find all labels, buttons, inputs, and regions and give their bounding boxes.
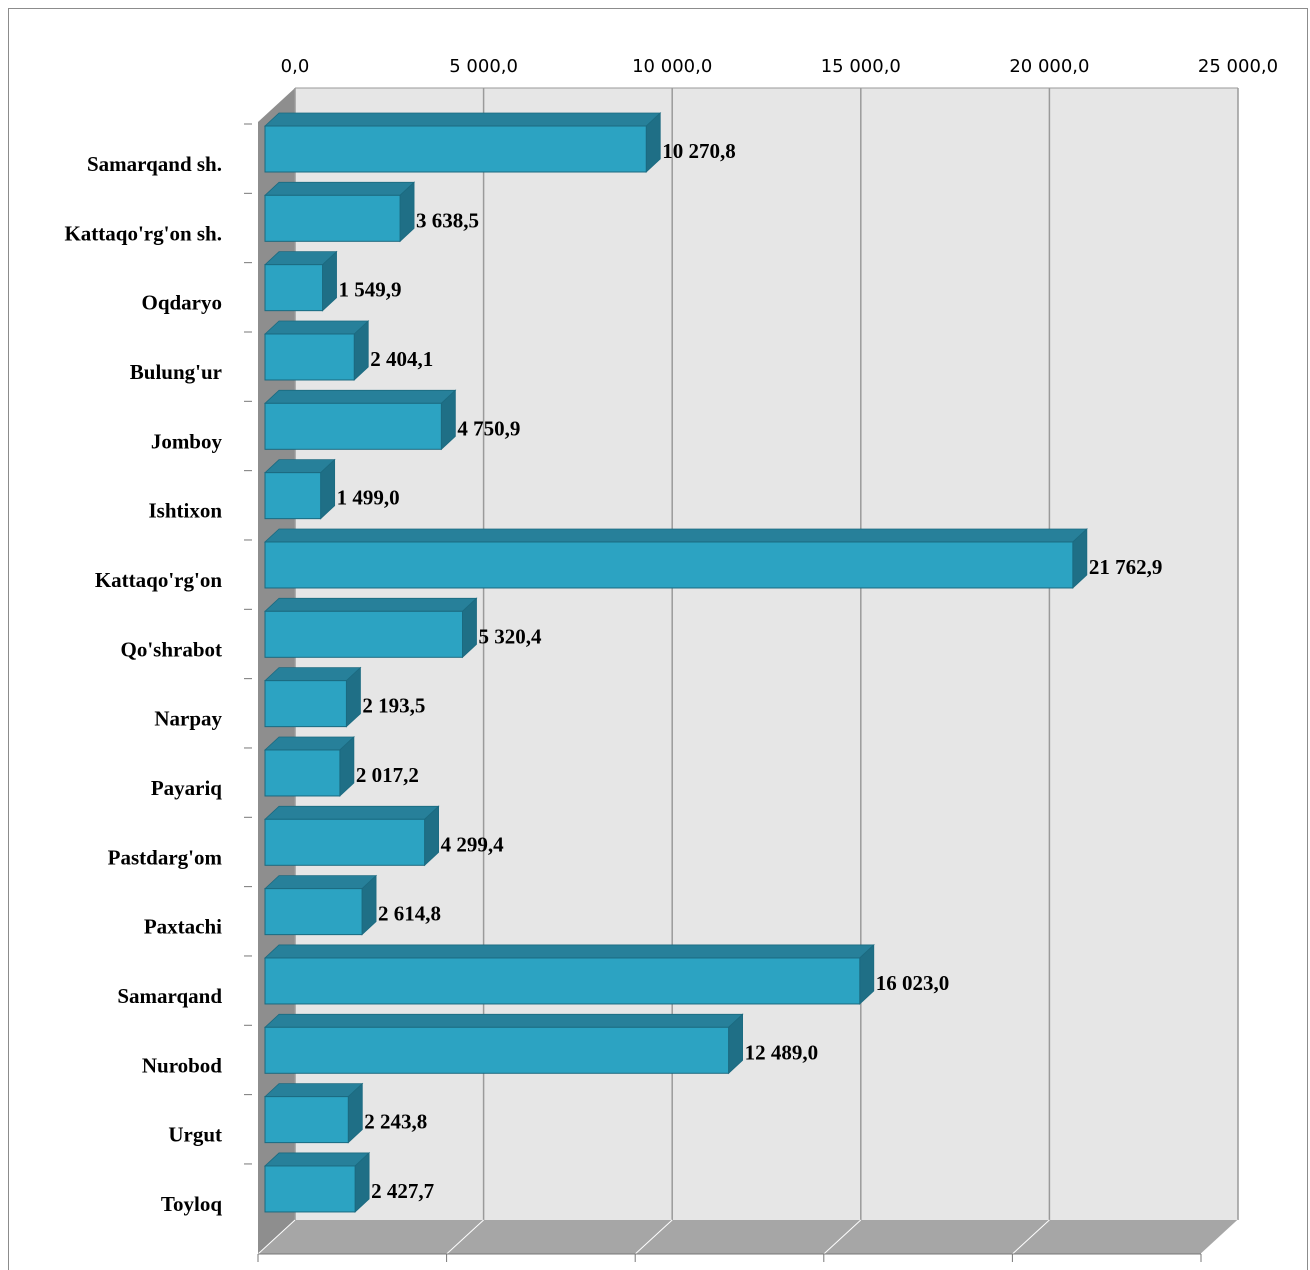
category-label: Samarqand sh. [87, 152, 222, 176]
category-label: Paxtachi [144, 915, 222, 939]
category-label: Ishtixon [148, 499, 222, 523]
bar-front-face [264, 818, 426, 866]
bar [244, 944, 875, 1005]
bar-front-face [264, 1165, 356, 1213]
floor-gridline [823, 1219, 862, 1255]
bar-front-face [264, 194, 401, 242]
category-label: Urgut [168, 1123, 222, 1147]
bar-top-face [263, 597, 478, 612]
data-label: 2 404,1 [370, 347, 433, 371]
category-labels: Samarqand sh. Kattaqo'rg'on sh. Oqdaryo Bul… [64, 152, 222, 1216]
bar-top-face [263, 320, 370, 335]
data-label: 4 299,4 [441, 832, 505, 856]
bar-front-face [264, 957, 861, 1005]
bar [244, 528, 1088, 589]
bar-front-face [264, 1096, 349, 1144]
data-label: 12 489,0 [745, 1040, 819, 1064]
bar-top-face [263, 875, 378, 890]
bar [244, 181, 416, 243]
data-label: 2 427,7 [371, 1179, 434, 1203]
bar-front-face [264, 333, 355, 381]
bar-top-face [263, 112, 662, 127]
bars [244, 112, 1088, 1213]
data-label: 10 270,8 [662, 139, 736, 163]
x-tick-label: 15 000,0 [821, 56, 901, 77]
bar-front-face [264, 680, 347, 728]
data-label: 2 193,5 [362, 694, 425, 718]
data-label: 5 320,4 [478, 624, 542, 648]
bar-front-face [264, 264, 324, 312]
data-labels: 10 270,8 3 638,5 1 549,9 2 404,1 4 750,9 1 49… [337, 139, 1163, 1203]
data-label: 2 614,8 [378, 902, 441, 926]
bar-top-face [263, 736, 355, 751]
bar-top-face [263, 1013, 744, 1028]
data-label: 21 762,9 [1089, 555, 1163, 579]
x-tick-label: 20 000,0 [1009, 56, 1089, 77]
floor-gridline [634, 1219, 673, 1255]
bar-front-face [264, 610, 463, 658]
x-tick-label: 5 000,0 [449, 56, 518, 77]
bar-top-face [263, 805, 440, 820]
category-label: Samarqand [117, 984, 222, 1008]
category-label: Qo'shrabot [120, 637, 222, 661]
floor-gridline [257, 1219, 296, 1255]
bar [244, 389, 457, 451]
x-tick-label: 25 000,0 [1198, 56, 1278, 77]
bar [244, 597, 478, 659]
category-label: Jomboy [151, 429, 223, 453]
bar [244, 320, 370, 381]
bar-front-face [264, 1026, 730, 1074]
bar [244, 666, 362, 728]
data-label: 2 017,2 [356, 763, 419, 787]
bar [244, 458, 336, 520]
bar-top-face [263, 1152, 371, 1167]
bar-front-face [264, 402, 442, 450]
category-label: Kattaqo'rg'on [95, 568, 222, 592]
bar-front-face [264, 749, 341, 797]
bar-top-face [263, 181, 416, 196]
bar-front-face [264, 888, 363, 936]
bar [244, 874, 378, 936]
data-label: 1 499,0 [337, 486, 400, 510]
bar-front-face [264, 125, 647, 173]
floor-gridline [1200, 1219, 1239, 1255]
category-label: Kattaqo'rg'on sh. [64, 221, 222, 245]
bar-front-face [264, 472, 322, 520]
bar-top-face [263, 389, 457, 404]
category-label: Toyloq [161, 1192, 222, 1216]
bar-top-face [263, 1083, 364, 1098]
bar-front-face [264, 541, 1074, 589]
data-label: 2 243,8 [364, 1110, 427, 1134]
category-label: Oqdaryo [141, 291, 222, 315]
bar [244, 250, 338, 312]
category-label: Narpay [154, 707, 222, 731]
bar [244, 1082, 364, 1144]
data-label: 1 549,9 [339, 278, 402, 302]
floor-gridline [446, 1219, 484, 1255]
category-label: Bulung'ur [130, 360, 222, 384]
bar [244, 112, 662, 173]
x-tick-label: 10 000,0 [632, 56, 712, 77]
bar [244, 736, 355, 797]
floor-gridline [1012, 1219, 1050, 1255]
bar-top-face [263, 667, 362, 682]
bar [244, 1152, 371, 1213]
bar [244, 1013, 744, 1075]
category-label: Pastdarg'om [108, 845, 223, 869]
category-label: Payariq [151, 776, 222, 800]
floor [258, 1220, 1238, 1254]
x-tick-label: 0,0 [281, 56, 310, 77]
category-label: Nurobod [142, 1053, 222, 1077]
bar [244, 805, 440, 867]
data-label: 4 750,9 [457, 416, 520, 440]
bar-top-face [263, 528, 1088, 543]
chart-walls [258, 88, 1238, 1254]
data-label: 16 023,0 [876, 971, 950, 995]
bar-top-face [263, 944, 875, 959]
data-label: 3 638,5 [416, 208, 479, 232]
x-axis-ticks: 0,0 5 000,0 10 000,0 15 000,0 20 000,0 25 000… [281, 56, 1278, 77]
